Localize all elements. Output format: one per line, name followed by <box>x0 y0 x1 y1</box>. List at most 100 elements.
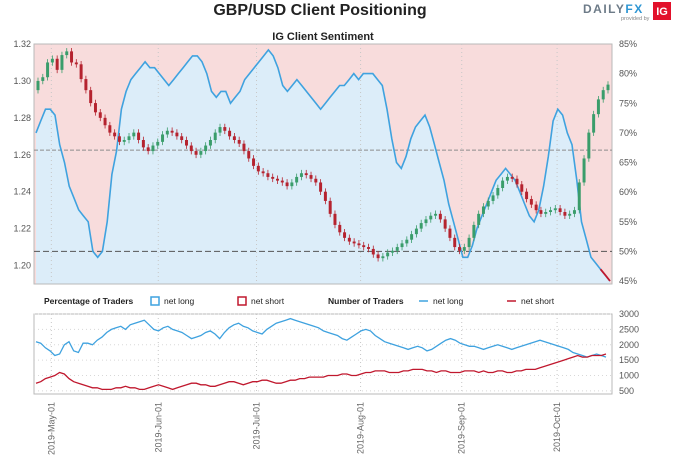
candle-body-49 <box>271 176 275 179</box>
candle-body-29 <box>175 132 179 137</box>
candle-body-66 <box>352 241 356 244</box>
legend-num-long-label: net long <box>433 296 464 306</box>
candle-body-50 <box>276 178 279 181</box>
candle-body-1 <box>41 77 45 81</box>
candle-body-46 <box>256 165 260 172</box>
bottom-y-tick-4: 1000 <box>619 371 639 381</box>
candle-body-27 <box>165 130 169 135</box>
x-tick-label-2: 2019-Jul-01 <box>252 402 262 450</box>
candle-body-102 <box>525 191 529 200</box>
candle-body-21 <box>137 132 141 140</box>
candle-body-115 <box>587 132 591 159</box>
y-right-tick-0: 85% <box>619 39 637 49</box>
candle-body-100 <box>515 178 519 185</box>
candle-body-103 <box>529 199 533 205</box>
candle-body-60 <box>323 191 327 201</box>
bottom-y-tick-0: 3000 <box>619 309 639 319</box>
y-left-tick-2: 1.28 <box>13 113 31 123</box>
bottom-panel: 3000 2500 2000 1500 1000 500 <box>33 309 639 396</box>
y-right-tick-6: 55% <box>619 217 637 227</box>
candle-body-57 <box>309 175 313 179</box>
candle-body-59 <box>319 182 323 192</box>
x-tick-label-0: 2019-May-01 <box>46 402 56 455</box>
candle-body-101 <box>520 184 524 192</box>
logo-daily: DAILY <box>583 2 625 16</box>
y-left-tick-3: 1.26 <box>13 150 31 160</box>
legend: Percentage of Traders net long net short Nu… <box>44 296 555 306</box>
candle-body-98 <box>505 176 509 181</box>
candle-body-56 <box>304 173 308 176</box>
candle-body-93 <box>481 206 485 214</box>
candle-body-4 <box>55 58 59 70</box>
logo-brand: DAILYFX <box>583 2 644 16</box>
candle-body-114 <box>582 158 586 183</box>
candle-body-33 <box>194 151 198 155</box>
legend-number-label: Number of Traders <box>328 296 404 306</box>
candle-body-37 <box>213 132 217 140</box>
candle-body-79 <box>414 228 418 235</box>
legend-pct-long-label: net long <box>164 296 195 306</box>
candle-body-45 <box>252 158 256 166</box>
candle-body-99 <box>510 176 514 179</box>
top-panel: IG Client Sentiment 1.32 1.30 1.28 1.26 1.24 1… <box>13 31 637 286</box>
candle-body-30 <box>180 136 184 140</box>
candle-body-9 <box>79 64 83 80</box>
candle-body-26 <box>161 134 165 142</box>
ig-badge <box>653 2 671 20</box>
candle-body-84 <box>438 213 442 220</box>
candle-body-20 <box>132 132 136 137</box>
bottom-panel-frame <box>33 313 613 395</box>
candle-body-16 <box>113 132 117 137</box>
candle-body-83 <box>434 213 438 216</box>
candle-body-52 <box>285 182 289 187</box>
candle-body-35 <box>204 145 208 152</box>
candle-body-24 <box>151 145 155 152</box>
legend-num-short-label: net short <box>521 296 555 306</box>
candle-body-81 <box>424 219 428 224</box>
logo-fx: FX <box>625 2 643 16</box>
bottom-y-tick-5: 500 <box>619 386 634 396</box>
net-short-count-line <box>35 353 607 391</box>
candle-body-42 <box>237 140 241 144</box>
x-tick-label-3: 2019-Aug-01 <box>356 402 366 454</box>
candle-body-105 <box>539 210 543 214</box>
logo-provided-by: provided by <box>621 16 650 22</box>
y-right-tick-2: 75% <box>619 98 637 108</box>
candle-body-70 <box>371 248 375 255</box>
candle-body-13 <box>98 112 102 118</box>
candle-body-23 <box>146 147 150 152</box>
bottom-y-tick-3: 1500 <box>619 355 639 365</box>
candle-body-73 <box>386 252 390 257</box>
candle-body-48 <box>266 173 270 177</box>
candle-body-18 <box>122 140 126 142</box>
candle-body-38 <box>218 127 222 133</box>
candle-body-90 <box>467 237 471 248</box>
chart-title: GBP/USD Client Positioning <box>213 2 427 19</box>
candle-body-64 <box>343 232 347 238</box>
candle-body-8 <box>74 62 78 65</box>
long-sentiment-area <box>36 49 610 285</box>
candle-body-72 <box>381 256 385 259</box>
candle-body-67 <box>357 243 361 246</box>
y-right-tick-5: 60% <box>619 187 637 197</box>
candle-body-117 <box>596 99 600 115</box>
candle-body-51 <box>280 180 284 183</box>
candle-body-43 <box>242 143 246 152</box>
candle-body-113 <box>577 182 581 211</box>
candle-body-53 <box>290 182 294 187</box>
candle-body-25 <box>156 141 160 146</box>
x-tick-label-4: 2019-Sep-01 <box>457 402 467 454</box>
candle-body-109 <box>558 208 562 212</box>
net-long-count-line <box>35 317 607 358</box>
candle-body-3 <box>50 58 54 63</box>
y-right-tick-8: 45% <box>619 276 637 286</box>
y-right-tick-3: 70% <box>619 128 637 138</box>
candle-body-82 <box>429 215 433 220</box>
candle-body-17 <box>117 136 121 142</box>
candle-body-28 <box>170 130 174 133</box>
candle-body-87 <box>453 237 457 248</box>
candle-body-88 <box>458 247 462 251</box>
bottom-y-tick-1: 2500 <box>619 324 639 334</box>
candle-body-110 <box>563 212 567 216</box>
